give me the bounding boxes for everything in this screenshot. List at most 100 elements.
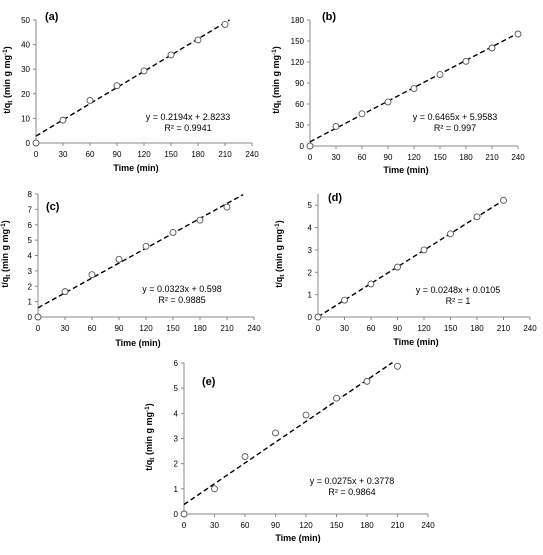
- r-squared: R² = 0.9864: [328, 487, 375, 497]
- chart-panel-4: 0 30 60 90 120 150 180 210 240 0 1 2 3 4 5 (d) y = 0.024…: [274, 192, 537, 347]
- x-tick-label: 90: [115, 324, 124, 333]
- data-point: [447, 230, 454, 238]
- y-tick-label: 30: [295, 121, 304, 130]
- y-tick-label: 3: [28, 267, 33, 276]
- y-tick-label: 4: [308, 224, 313, 233]
- data-point: [306, 142, 314, 150]
- y-axis-label: t/qt (min g mg-1): [144, 403, 156, 470]
- data-point: [180, 510, 188, 518]
- y-tick-label: 6: [28, 221, 33, 230]
- data-point: [358, 110, 366, 118]
- x-tick-label: 120: [417, 324, 431, 333]
- x-tick-label: 120: [299, 521, 313, 530]
- chart-panel-5: 0 30 60 90 120 150 180 210 240 0 1 2 3 4 5 6 (e) y = 0.02…: [144, 359, 435, 543]
- data-point: [410, 85, 418, 93]
- data-point: [140, 67, 148, 75]
- data-point: [211, 485, 218, 493]
- x-tick-label: 210: [220, 324, 234, 333]
- x-tick-label: 30: [59, 150, 68, 159]
- chart-panel-1: 0 30 60 90 120 150 180 210 240 0 10 20 30 40 50 (a) y = …: [2, 11, 259, 173]
- x-tick-label: 180: [459, 153, 473, 162]
- x-tick-label: 150: [330, 521, 344, 530]
- trend-line: [309, 32, 519, 143]
- data-point: [223, 203, 231, 211]
- x-tick-label: 120: [137, 150, 151, 159]
- x-tick-label: 240: [523, 324, 537, 333]
- y-tick-label: 120: [291, 58, 305, 67]
- r-squared: R² = 0.9885: [158, 295, 205, 305]
- x-tick-label: 0: [36, 324, 41, 333]
- data-point: [32, 139, 40, 147]
- x-tick-label: 240: [245, 150, 259, 159]
- x-tick-label: 180: [191, 150, 205, 159]
- data-point: [333, 394, 340, 402]
- data-point: [341, 296, 348, 304]
- x-tick-label: 30: [340, 324, 349, 333]
- data-point: [88, 271, 96, 279]
- y-tick-label: 180: [291, 16, 305, 25]
- y-tick-label: 50: [21, 16, 30, 25]
- data-point: [142, 242, 150, 250]
- x-axis-label: Time (min): [383, 165, 428, 175]
- panel-label: (b): [322, 11, 336, 23]
- x-tick-label: 240: [421, 521, 435, 530]
- data-point: [241, 453, 249, 461]
- y-tick-label: 0: [26, 139, 31, 148]
- x-tick-label: 240: [511, 153, 525, 162]
- y-tick-label: 90: [295, 79, 304, 88]
- data-point: [314, 313, 322, 321]
- trend-equation: y = 0.2194x + 2.8233: [146, 112, 231, 122]
- y-tick-label: 1: [174, 485, 179, 494]
- x-tick-label: 60: [367, 324, 376, 333]
- y-tick-label: 3: [308, 246, 313, 255]
- x-tick-label: 30: [61, 324, 70, 333]
- x-tick-label: 210: [391, 521, 405, 530]
- y-tick-label: 20: [21, 90, 30, 99]
- x-axis-label: Time (min): [115, 338, 160, 348]
- y-axis-label: t/qt (min g mg-1): [0, 220, 12, 287]
- y-tick-label: 150: [291, 37, 305, 46]
- x-tick-label: 30: [332, 153, 341, 162]
- trend-line: [183, 362, 393, 506]
- y-tick-label: 0: [308, 313, 313, 322]
- y-tick-label: 40: [21, 41, 30, 50]
- panel-label: (e): [202, 376, 216, 388]
- x-axis-label: Time (min): [113, 163, 158, 173]
- y-tick-label: 10: [21, 114, 30, 123]
- trend-equation: y = 0.0275x + 0.3778: [310, 476, 395, 486]
- data-point: [167, 51, 175, 59]
- data-point: [115, 255, 123, 263]
- x-tick-label: 0: [182, 521, 187, 530]
- x-tick-label: 120: [139, 324, 153, 333]
- y-tick-label: 2: [308, 268, 313, 277]
- x-tick-label: 150: [166, 324, 180, 333]
- data-point: [367, 280, 375, 288]
- x-axis-label: Time (min): [275, 533, 320, 543]
- y-tick-label: 5: [174, 384, 179, 393]
- x-tick-label: 150: [444, 324, 458, 333]
- trend-line: [37, 193, 244, 309]
- x-tick-label: 150: [433, 153, 447, 162]
- y-tick-label: 0: [174, 510, 179, 519]
- x-tick-label: 90: [384, 153, 393, 162]
- r-squared: R² = 0.9941: [164, 123, 211, 133]
- data-point: [221, 20, 229, 28]
- data-point: [500, 196, 507, 204]
- x-tick-label: 180: [470, 324, 484, 333]
- data-point: [61, 288, 69, 296]
- y-tick-label: 2: [28, 282, 33, 291]
- data-point: [473, 213, 481, 221]
- data-point: [420, 246, 428, 254]
- trend-equation: y = 0.0248x + 0.0105: [416, 285, 501, 295]
- trend-line: [317, 198, 506, 318]
- r-squared: R² = 0.997: [434, 123, 476, 133]
- data-point: [169, 228, 177, 236]
- y-tick-label: 5: [28, 236, 33, 245]
- y-tick-label: 1: [28, 298, 33, 307]
- data-point: [488, 44, 496, 52]
- trend-equation: y = 0.0323x + 0.598: [142, 284, 222, 294]
- data-point: [194, 36, 202, 44]
- y-tick-label: 3: [174, 435, 179, 444]
